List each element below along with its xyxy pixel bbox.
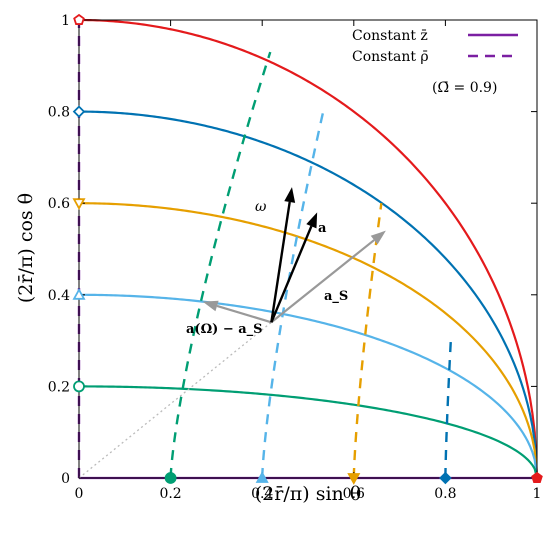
as-vector-label: a_S xyxy=(324,289,348,304)
y-tick-label-0.4: 0.4 xyxy=(48,288,70,304)
constant-z-curve-0.6 xyxy=(79,202,539,479)
vectors-layer xyxy=(78,187,386,479)
y-axis-label: (2r̄/π) cos θ xyxy=(15,193,37,303)
x-tick-label-0.4: 0.4 xyxy=(251,486,273,502)
y-tick-label-0.8: 0.8 xyxy=(48,105,70,121)
x-tick-label-0.6: 0.6 xyxy=(343,486,365,502)
constant-z-curve-0.8 xyxy=(79,110,539,479)
legend: Constant z̄ Constant ρ̄ (Ω̄ = 0.9) xyxy=(352,28,518,96)
x-tick-label-0.8: 0.8 xyxy=(434,486,456,502)
a-vector-head xyxy=(306,212,318,229)
y-tick-label-0.6: 0.6 xyxy=(48,196,70,212)
a_minus_as-vector-shaft xyxy=(216,304,272,324)
legend-label-constant-rho: Constant ρ̄ xyxy=(352,49,429,65)
a_s-vector-head xyxy=(370,230,386,245)
corner-marker xyxy=(531,471,543,483)
plot-frame xyxy=(78,19,538,479)
x-tick-label-0: 0 xyxy=(75,486,84,502)
constant-rho-marker-0.4 xyxy=(255,471,269,483)
a-minus-as-vector-label: a(Ω) − a_S xyxy=(186,322,263,337)
a_s-vector-shaft xyxy=(270,239,375,324)
x-tick-label-1: 1 xyxy=(533,486,542,502)
constant-z-marker-0.8 xyxy=(72,105,86,118)
omega-vector-shaft xyxy=(270,201,291,323)
y-tick-label-0.2: 0.2 xyxy=(48,379,70,395)
omega-parameter-label: (Ω̄ = 0.9) xyxy=(432,80,497,96)
x-axis-label: (2r̄/π) sin θ xyxy=(255,483,361,505)
y-tick-label-1: 1 xyxy=(61,13,70,29)
constant-rho-marker-0.2 xyxy=(164,472,177,484)
constant-z-marker-1 xyxy=(73,13,85,25)
x-tick-label-0.2: 0.2 xyxy=(159,486,181,502)
constant-z-marker-0.6 xyxy=(72,198,86,211)
constant-rho-marker-0.6 xyxy=(347,473,361,485)
constant-z-marker-0.4 xyxy=(72,287,86,300)
constant-z-curve-0.2 xyxy=(79,385,539,479)
a_minus_as-vector-head xyxy=(202,300,219,312)
constant-z-curve-1 xyxy=(78,18,539,479)
constant-rho-curve-0.6 xyxy=(352,203,383,479)
constant-rho-curve-0.2 xyxy=(169,51,272,479)
omega-vector-label: ω xyxy=(255,199,267,215)
constant-rho-curve-0.8 xyxy=(444,340,453,479)
constant-z-curve-0.4 xyxy=(79,293,539,479)
constant-rho-marker-0.8 xyxy=(439,471,452,485)
y-tick-label-0: 0 xyxy=(61,471,70,487)
a-vector-label: a xyxy=(318,221,327,236)
markers-layer xyxy=(72,13,543,485)
dotted-guide-line xyxy=(78,321,272,479)
legend-label-constant-z: Constant z̄ xyxy=(352,28,428,44)
constant-z-marker-0.2 xyxy=(73,380,85,393)
omega-vector-head xyxy=(284,187,296,203)
constant-rho-curve-0.4 xyxy=(261,111,325,479)
a-vector-shaft xyxy=(270,225,313,323)
